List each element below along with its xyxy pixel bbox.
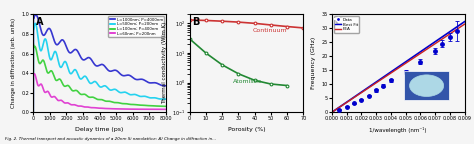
Text: Atomistic: Atomistic [233,79,262,84]
X-axis label: Delay time (ps): Delay time (ps) [75,127,124,132]
Circle shape [410,75,444,96]
Y-axis label: Change in diffraction (arb. units): Change in diffraction (arb. units) [11,18,16,108]
Text: A: A [36,17,43,27]
Text: C: C [335,17,342,27]
X-axis label: 1/wavelength (nm⁻¹): 1/wavelength (nm⁻¹) [369,127,427,133]
Text: Continuum: Continuum [252,28,287,33]
Legend: L=1000nm; P=4000nm, L=500nm; P=200nm, L=100nm; P=400nm, L=60nm; P=200nm: L=1000nm; P=4000nm, L=500nm; P=200nm, L=… [109,16,164,37]
Y-axis label: Thermal conductivity (W/m K): Thermal conductivity (W/m K) [162,22,167,105]
Text: B: B [192,17,199,27]
Y-axis label: Frequency (GHz): Frequency (GHz) [311,37,316,89]
X-axis label: Porosity (%): Porosity (%) [228,127,265,132]
Bar [404,71,449,100]
Text: Fig. 2. Thermal transport and acoustic dynamics of a 20nm Si nanolattice: A) Cha: Fig. 2. Thermal transport and acoustic d… [5,137,216,141]
Legend: Data, Best Fit, FEA: Data, Best Fit, FEA [334,16,359,33]
